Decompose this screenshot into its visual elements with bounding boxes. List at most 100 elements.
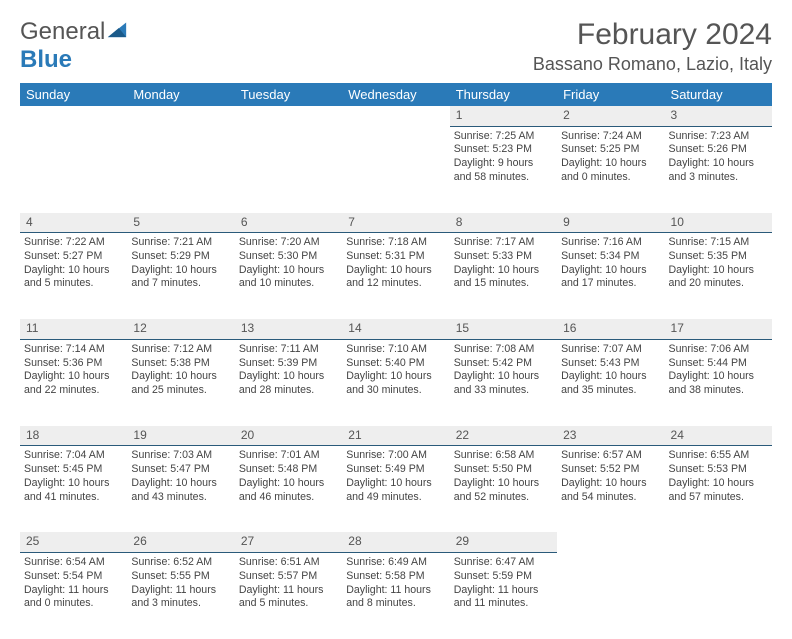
sunrise-line: Sunrise: 7:16 AM [561,236,660,250]
sunset-line: Sunset: 5:49 PM [346,463,445,477]
day-cell: Sunrise: 7:18 AMSunset: 5:31 PMDaylight:… [342,233,449,319]
day-number: 2 [557,106,664,127]
sunrise-line: Sunrise: 7:04 AM [24,449,123,463]
day-number: 1 [450,106,557,127]
empty-cell [557,532,664,553]
daylight-line: Daylight: 10 hours and 3 minutes. [669,157,768,185]
week-row: Sunrise: 7:04 AMSunset: 5:45 PMDaylight:… [20,446,772,532]
sunrise-line: Sunrise: 7:00 AM [346,449,445,463]
sunset-line: Sunset: 5:36 PM [24,357,123,371]
logo-word1: General [20,18,105,45]
daylight-line: Daylight: 10 hours and 46 minutes. [239,477,338,505]
logo-word2: Blue [20,46,72,73]
day-number: 8 [450,213,557,234]
day-cell: Sunrise: 6:54 AMSunset: 5:54 PMDaylight:… [20,553,127,639]
day-cell: Sunrise: 7:10 AMSunset: 5:40 PMDaylight:… [342,340,449,426]
daylight-line: Daylight: 10 hours and 35 minutes. [561,370,660,398]
empty-cell [665,553,772,639]
sunrise-line: Sunrise: 7:22 AM [24,236,123,250]
daynum-row: 45678910 [20,213,772,234]
sunset-line: Sunset: 5:34 PM [561,250,660,264]
sunset-line: Sunset: 5:40 PM [346,357,445,371]
location: Bassano Romano, Lazio, Italy [533,54,772,75]
sunset-line: Sunset: 5:25 PM [561,143,660,157]
day-number: 26 [127,532,234,553]
daylight-line: Daylight: 11 hours and 3 minutes. [131,584,230,612]
day-cell: Sunrise: 7:06 AMSunset: 5:44 PMDaylight:… [665,340,772,426]
day-cell: Sunrise: 7:25 AMSunset: 5:23 PMDaylight:… [450,127,557,213]
sunrise-line: Sunrise: 6:57 AM [561,449,660,463]
day-number: 29 [450,532,557,553]
sunrise-line: Sunrise: 6:49 AM [346,556,445,570]
sunrise-line: Sunrise: 7:01 AM [239,449,338,463]
col-monday: Monday [127,83,234,106]
empty-cell [127,106,234,127]
sunset-line: Sunset: 5:27 PM [24,250,123,264]
day-number: 24 [665,426,772,447]
sunrise-line: Sunrise: 7:06 AM [669,343,768,357]
day-number: 7 [342,213,449,234]
daylight-line: Daylight: 11 hours and 5 minutes. [239,584,338,612]
sunrise-line: Sunrise: 7:14 AM [24,343,123,357]
week-row: Sunrise: 7:25 AMSunset: 5:23 PM Daylight:… [20,127,772,213]
empty-cell [665,532,772,553]
col-saturday: Saturday [665,83,772,106]
sunset-line: Sunset: 5:53 PM [669,463,768,477]
daylight-line: Daylight: 10 hours and 0 minutes. [561,157,660,185]
daylight-line: Daylight: 10 hours and 22 minutes. [24,370,123,398]
sunrise-line: Sunrise: 7:18 AM [346,236,445,250]
sunrise-line: Sunrise: 7:03 AM [131,449,230,463]
sunset-line: Sunset: 5:29 PM [131,250,230,264]
sunrise-line: Sunrise: 7:20 AM [239,236,338,250]
sunset-line: Sunset: 5:44 PM [669,357,768,371]
day-cell: Sunrise: 7:23 AMSunset: 5:26 PMDaylight:… [665,127,772,213]
day-cell: Sunrise: 6:55 AMSunset: 5:53 PMDaylight:… [665,446,772,532]
sunset-line: Sunset: 5:42 PM [454,357,553,371]
day-number: 15 [450,319,557,340]
sunset-line: Sunset: 5:39 PM [239,357,338,371]
day-number: 20 [235,426,342,447]
day-number: 16 [557,319,664,340]
sunset-line: Sunset: 5:58 PM [346,570,445,584]
sunset-line: Sunset: 5:52 PM [561,463,660,477]
day-number: 10 [665,213,772,234]
sunrise-line: Sunrise: 7:25 AM [454,130,553,144]
sunset-line: Sunset: 5:50 PM [454,463,553,477]
sunrise-line: Sunrise: 7:24 AM [561,130,660,144]
day-cell: Sunrise: 6:49 AMSunset: 5:58 PMDaylight:… [342,553,449,639]
daylight-line: Daylight: 10 hours and 57 minutes. [669,477,768,505]
empty-cell [235,106,342,127]
sunset-line: Sunset: 5:31 PM [346,250,445,264]
sunset-line: Sunset: 5:48 PM [239,463,338,477]
daynum-row: 123 [20,106,772,127]
sunrise-line: Sunrise: 7:07 AM [561,343,660,357]
daylight-line: Daylight: 11 hours and 11 minutes. [454,584,553,612]
sunset-line: Sunset: 5:23 PM [454,143,553,157]
day-cell: Sunrise: 7:24 AMSunset: 5:25 PMDaylight:… [557,127,664,213]
day-number: 23 [557,426,664,447]
weekday-header-row: Sunday Monday Tuesday Wednesday Thursday… [20,83,772,106]
day-cell: Sunrise: 7:03 AMSunset: 5:47 PMDaylight:… [127,446,234,532]
day-number: 3 [665,106,772,127]
daylight-line: Daylight: 10 hours and 54 minutes. [561,477,660,505]
sunrise-line: Sunrise: 7:17 AM [454,236,553,250]
logo-text: General Blue [20,18,128,74]
sunrise-line: Sunrise: 6:58 AM [454,449,553,463]
day-cell: Sunrise: 7:21 AMSunset: 5:29 PMDaylight:… [127,233,234,319]
day-number: 25 [20,532,127,553]
sunset-line: Sunset: 5:43 PM [561,357,660,371]
header: General Blue February 2024 Bassano Roman… [20,18,772,75]
day-cell: Sunrise: 7:11 AMSunset: 5:39 PMDaylight:… [235,340,342,426]
day-number: 14 [342,319,449,340]
sunset-line: Sunset: 5:55 PM [131,570,230,584]
day-cell: Sunrise: 7:01 AMSunset: 5:48 PMDaylight:… [235,446,342,532]
sunrise-line: Sunrise: 7:11 AM [239,343,338,357]
sunrise-line: Sunrise: 7:21 AM [131,236,230,250]
sunset-line: Sunset: 5:26 PM [669,143,768,157]
calendar-body: 123Sunrise: 7:25 AMSunset: 5:23 PMDaylig… [20,106,772,639]
daylight-line: Daylight: 11 hours and 0 minutes. [24,584,123,612]
sunset-line: Sunset: 5:35 PM [669,250,768,264]
sunrise-line: Sunrise: 6:54 AM [24,556,123,570]
daylight-line: Daylight: 10 hours and 25 minutes. [131,370,230,398]
sunset-line: Sunset: 5:57 PM [239,570,338,584]
